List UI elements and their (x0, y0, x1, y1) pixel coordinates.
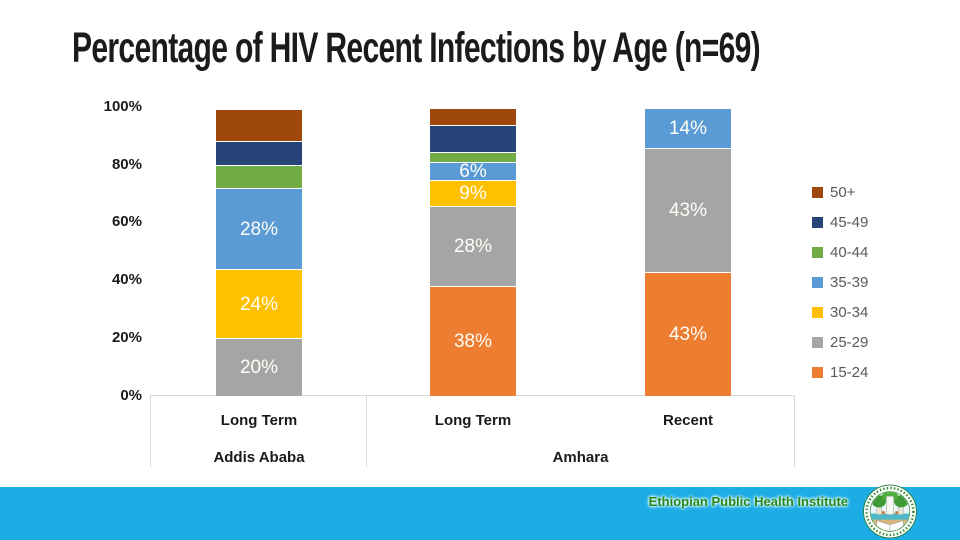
stacked-bar: 6% 9% 28% 38% (430, 107, 516, 397)
x-axis-group-label: Amhara (552, 449, 609, 466)
bar-segment: 24% (216, 269, 302, 339)
legend-label: 40-44 (830, 243, 869, 261)
bar-segment: 6% (430, 160, 516, 182)
y-axis-tick-label: 100% (103, 98, 142, 115)
legend-swatch (812, 366, 823, 378)
chart-title: Percentage of HIV Recent Infections by A… (72, 24, 761, 72)
legend-item: 30-34 (812, 302, 868, 322)
legend-item: 35-39 (812, 272, 868, 292)
bar-segment-label: 9% (459, 182, 487, 204)
bar-segment-label: 28% (239, 218, 279, 240)
axis-divider-left (150, 396, 151, 467)
stacked-bar: 28% 24% 20% (216, 108, 302, 396)
legend-label: 15-24 (830, 363, 869, 381)
legend-swatch (812, 306, 823, 318)
y-axis-tick-label: 40% (111, 271, 142, 289)
footer-org-name: Ethiopian Public Health Institute (648, 494, 848, 509)
bar-segment-label: 43% (668, 199, 708, 221)
legend-label: 50+ (830, 183, 856, 201)
legend-item: 40-44 (812, 242, 868, 262)
bar-segment: 43% (645, 271, 731, 396)
legend-item: 50+ (812, 182, 855, 202)
legend-label: 25-29 (830, 333, 869, 351)
bar-segment (216, 140, 302, 166)
legend-label: 35-39 (830, 273, 869, 291)
bar-segment-label: 38% (453, 331, 493, 353)
bar-segment: 43% (645, 147, 731, 272)
bar-segment: 20% (216, 338, 302, 396)
bar-segment-label: 14% (668, 117, 708, 139)
stacked-bar: 14% 43% 43% (645, 107, 731, 397)
y-axis-tick-label: 0% (120, 386, 142, 404)
x-axis-category-label: Recent (662, 412, 714, 429)
bar-segment (430, 152, 516, 163)
bar-segment-label: 24% (239, 293, 279, 315)
legend-item: 25-29 (812, 332, 868, 352)
bar-segment (216, 165, 302, 189)
y-axis-tick-label: 20% (111, 328, 142, 346)
legend-swatch (812, 276, 823, 288)
legend-swatch (812, 216, 823, 228)
bar-segment: 38% (430, 286, 516, 396)
bar-segment-label: 20% (239, 357, 279, 379)
legend-swatch (812, 246, 823, 258)
x-axis-group-label: Addis Ababa (213, 449, 305, 466)
bar-segment-label: 6% (459, 160, 487, 182)
bar-segment-label: 28% (453, 235, 493, 257)
bar-segment-label: 43% (668, 323, 708, 345)
bar-segment: 9% (430, 179, 516, 206)
bar-segment (216, 108, 302, 141)
axis-divider-mid (366, 396, 367, 467)
bar-segment: 14% (645, 107, 731, 148)
y-axis-tick-label: 60% (111, 213, 142, 231)
bar-segment: 28% (430, 205, 516, 287)
ephi-logo (863, 484, 917, 539)
x-axis-category-label: Long Term (434, 412, 512, 429)
legend-item: 45-49 (812, 212, 868, 232)
x-axis-category-label: Long Term (220, 412, 298, 429)
bar-segment: 28% (216, 188, 302, 270)
legend-label: 45-49 (830, 213, 869, 231)
legend-swatch (812, 336, 823, 348)
bar-segment (430, 124, 516, 153)
axis-divider-right (794, 396, 795, 467)
bar-segment (430, 107, 516, 125)
legend-item: 15-24 (812, 362, 868, 382)
footer-band (0, 487, 960, 540)
legend-label: 30-34 (830, 303, 869, 321)
y-axis-tick-label: 80% (111, 155, 142, 173)
legend-swatch (812, 186, 823, 198)
